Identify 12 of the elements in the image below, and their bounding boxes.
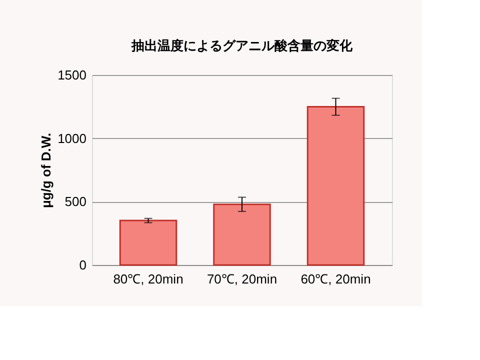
x-tick-label: 80℃, 20min xyxy=(113,272,184,286)
y-tick-label: 500 xyxy=(64,194,86,210)
y-axis-title: μg/g of D.W. xyxy=(38,132,54,208)
y-tick-label: 0 xyxy=(79,258,86,272)
bar xyxy=(306,106,365,266)
bar xyxy=(119,220,178,266)
x-tick-label: 70℃, 20min xyxy=(206,272,278,286)
bar xyxy=(213,204,271,266)
y-tick-label: 1000 xyxy=(58,130,86,146)
x-tick-label: 60℃, 20min xyxy=(300,272,371,286)
chart-title: 抽出温度によるグアニル酸含量の変化 xyxy=(130,38,354,53)
y-tick-label: 1500 xyxy=(58,68,86,82)
